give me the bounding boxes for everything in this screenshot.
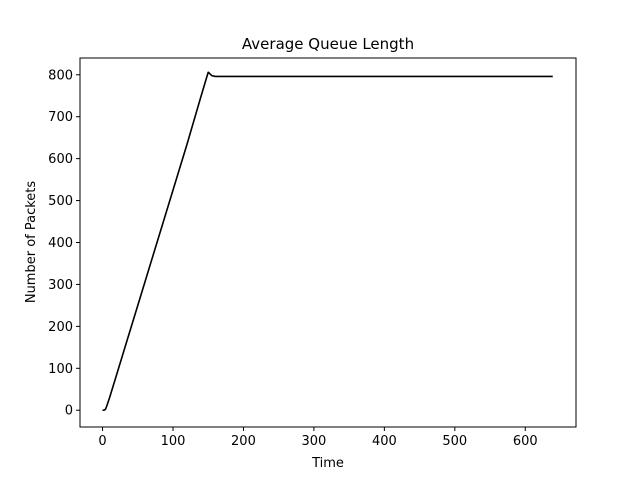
x-tick-label: 300	[301, 434, 326, 449]
y-axis-label: Number of Packets	[24, 181, 39, 304]
y-tick-label: 300	[48, 278, 73, 293]
x-tick-label: 200	[231, 434, 256, 449]
x-tick-label: 100	[161, 434, 186, 449]
y-tick-label: 200	[48, 320, 73, 335]
x-tick-label: 0	[98, 434, 106, 449]
x-tick-label: 600	[513, 434, 538, 449]
series-line-0	[102, 71, 553, 412]
x-tick-label: 400	[372, 434, 397, 449]
y-tick-label: 600	[48, 152, 73, 167]
y-tick-label: 0	[65, 404, 73, 419]
y-tick-label: 800	[48, 68, 73, 83]
y-tick-label: 500	[48, 194, 73, 209]
x-axis-label: Time	[311, 456, 344, 471]
y-tick-label: 700	[48, 110, 73, 125]
plot-area: 0 100 200 300 400 500 600 0 100 200 300 400 500 600 70…	[48, 57, 577, 449]
y-tick-label: 400	[48, 236, 73, 251]
x-tick-label: 500	[442, 434, 467, 449]
chart-title: Average Queue Length	[242, 35, 414, 53]
y-tick-label: 100	[48, 362, 73, 377]
